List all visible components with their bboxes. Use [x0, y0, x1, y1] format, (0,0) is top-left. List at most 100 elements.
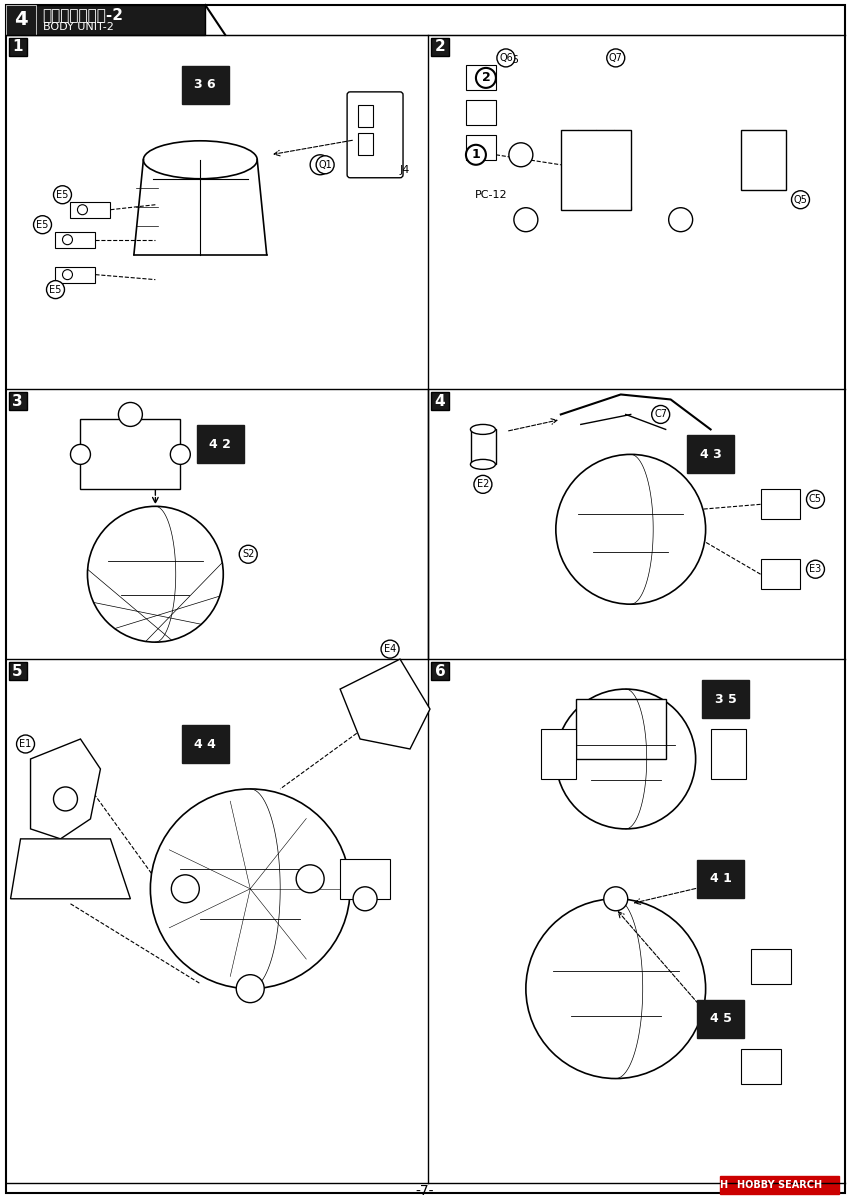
Text: E3: E3: [809, 564, 821, 575]
Text: 2: 2: [435, 40, 445, 54]
Polygon shape: [340, 659, 430, 749]
Circle shape: [466, 145, 486, 164]
Text: E5: E5: [37, 220, 49, 229]
FancyBboxPatch shape: [431, 662, 449, 680]
Text: 5: 5: [12, 664, 23, 678]
Text: 4: 4: [435, 394, 445, 409]
FancyBboxPatch shape: [6, 5, 36, 35]
FancyBboxPatch shape: [347, 92, 403, 178]
Circle shape: [296, 865, 324, 893]
Circle shape: [88, 506, 223, 642]
Text: 4 3: 4 3: [700, 448, 722, 461]
Circle shape: [170, 444, 191, 464]
FancyBboxPatch shape: [751, 949, 791, 984]
Text: 4 5: 4 5: [710, 1012, 732, 1025]
Circle shape: [381, 640, 399, 658]
Circle shape: [62, 270, 72, 280]
Circle shape: [556, 455, 705, 604]
FancyBboxPatch shape: [576, 700, 665, 758]
Circle shape: [476, 68, 496, 88]
FancyBboxPatch shape: [471, 430, 496, 464]
Circle shape: [239, 545, 257, 563]
Circle shape: [669, 208, 693, 232]
FancyBboxPatch shape: [740, 1049, 780, 1084]
Circle shape: [310, 155, 330, 175]
Ellipse shape: [471, 425, 495, 434]
FancyBboxPatch shape: [6, 5, 205, 35]
Text: E1: E1: [20, 739, 31, 749]
Text: E2: E2: [477, 479, 489, 490]
Circle shape: [54, 186, 71, 204]
FancyBboxPatch shape: [431, 38, 449, 56]
FancyBboxPatch shape: [358, 104, 373, 127]
Text: 4 4: 4 4: [194, 738, 216, 750]
Text: 1: 1: [12, 40, 23, 54]
Text: E4: E4: [384, 644, 397, 654]
FancyBboxPatch shape: [466, 65, 496, 90]
Circle shape: [71, 444, 90, 464]
Circle shape: [556, 689, 695, 829]
Text: 2: 2: [482, 71, 490, 84]
Circle shape: [237, 974, 264, 1003]
Ellipse shape: [471, 460, 495, 469]
Text: 4 1: 4 1: [710, 872, 732, 886]
Text: Q5: Q5: [794, 194, 808, 205]
FancyBboxPatch shape: [541, 730, 576, 779]
Circle shape: [526, 899, 705, 1079]
Text: -7-: -7-: [416, 1184, 434, 1199]
FancyBboxPatch shape: [720, 1176, 839, 1194]
Text: Q1: Q1: [318, 160, 332, 169]
Circle shape: [317, 156, 334, 174]
Text: Q7: Q7: [608, 53, 623, 62]
Text: E5: E5: [56, 190, 69, 199]
Circle shape: [62, 235, 72, 245]
FancyBboxPatch shape: [740, 130, 785, 190]
Text: 3 5: 3 5: [715, 692, 736, 706]
FancyBboxPatch shape: [55, 232, 95, 247]
FancyBboxPatch shape: [9, 662, 26, 680]
FancyBboxPatch shape: [9, 38, 26, 56]
FancyBboxPatch shape: [6, 5, 845, 1193]
Text: 6: 6: [435, 664, 445, 678]
FancyBboxPatch shape: [9, 392, 26, 410]
FancyBboxPatch shape: [340, 859, 390, 899]
Text: H: H: [720, 1181, 728, 1190]
Circle shape: [607, 49, 625, 67]
Text: PC-12: PC-12: [475, 190, 507, 199]
Text: C5: C5: [809, 494, 822, 504]
Circle shape: [171, 875, 199, 902]
Text: J4: J4: [400, 164, 410, 175]
Text: 胴体の組み立て-2: 胴体の組み立て-2: [43, 7, 123, 23]
FancyBboxPatch shape: [466, 134, 496, 160]
FancyBboxPatch shape: [55, 266, 95, 283]
Circle shape: [77, 205, 88, 215]
Text: Q6: Q6: [499, 53, 513, 62]
FancyBboxPatch shape: [761, 490, 801, 520]
Text: 1: 1: [471, 149, 480, 161]
Circle shape: [353, 887, 377, 911]
Polygon shape: [31, 739, 100, 839]
FancyBboxPatch shape: [466, 100, 496, 125]
Text: 3: 3: [12, 394, 23, 409]
Text: 4 2: 4 2: [209, 438, 231, 451]
Polygon shape: [10, 839, 130, 899]
FancyBboxPatch shape: [711, 730, 745, 779]
Circle shape: [791, 191, 809, 209]
Circle shape: [807, 491, 825, 509]
Circle shape: [514, 208, 538, 232]
Circle shape: [474, 475, 492, 493]
FancyBboxPatch shape: [561, 130, 631, 210]
Circle shape: [33, 216, 52, 234]
Text: 3 6: 3 6: [195, 78, 216, 91]
FancyBboxPatch shape: [71, 202, 111, 217]
Circle shape: [151, 788, 350, 989]
Text: S2: S2: [242, 550, 254, 559]
Text: Q6: Q6: [503, 55, 519, 65]
Circle shape: [603, 887, 628, 911]
FancyBboxPatch shape: [761, 559, 801, 589]
Circle shape: [54, 787, 77, 811]
Circle shape: [47, 281, 65, 299]
FancyBboxPatch shape: [358, 133, 373, 155]
Text: 4: 4: [14, 11, 27, 30]
FancyBboxPatch shape: [431, 392, 449, 410]
